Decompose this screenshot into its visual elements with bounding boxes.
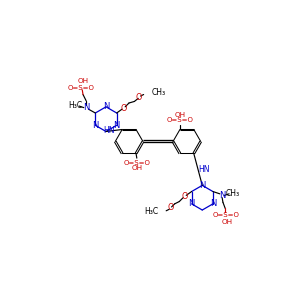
Text: H₃C: H₃C [144, 207, 158, 216]
Text: N: N [188, 200, 195, 208]
Text: O: O [136, 93, 142, 102]
Text: N: N [92, 121, 98, 130]
Text: O=S=O: O=S=O [68, 85, 95, 91]
Text: CH₃: CH₃ [226, 189, 240, 198]
Text: N: N [103, 102, 109, 111]
Text: O: O [120, 104, 127, 113]
Text: N: N [210, 200, 216, 208]
Text: O=S=O: O=S=O [213, 212, 239, 218]
Text: O=S=O: O=S=O [167, 117, 194, 123]
Text: N: N [219, 191, 225, 200]
Text: N: N [113, 121, 120, 130]
Text: OH: OH [174, 112, 185, 118]
Text: O: O [182, 192, 188, 201]
Text: OH: OH [77, 78, 88, 84]
Text: OH: OH [132, 165, 143, 171]
Text: O: O [168, 203, 174, 212]
Text: N: N [199, 181, 206, 190]
Text: HN: HN [198, 165, 210, 174]
Text: H₃C: H₃C [68, 101, 83, 110]
Text: HN: HN [103, 126, 115, 135]
Text: CH₃: CH₃ [151, 88, 166, 98]
Text: OH: OH [221, 219, 232, 225]
Text: N: N [83, 103, 89, 112]
Text: O=S=O: O=S=O [123, 160, 150, 166]
